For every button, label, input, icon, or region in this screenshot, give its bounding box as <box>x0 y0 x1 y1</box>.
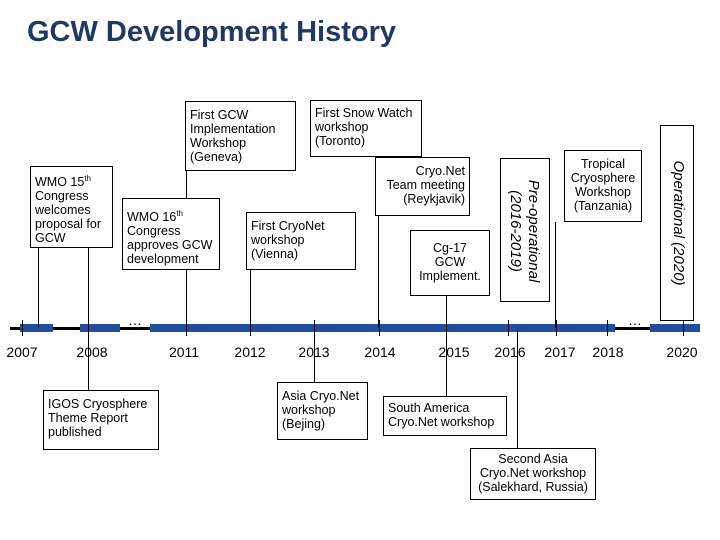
timeline-segment-main <box>150 324 615 332</box>
event-text: GCW <box>35 231 66 246</box>
event-text: Workshop <box>190 136 247 150</box>
event-text: Second Asia <box>498 452 568 466</box>
event-text: Tropical <box>581 157 625 171</box>
connector-line <box>314 330 315 382</box>
connector-line <box>517 330 518 448</box>
timeline-segment-2007 <box>20 324 53 332</box>
event-text: (Bejing) <box>282 417 326 431</box>
event-text: (Vienna) <box>251 247 299 261</box>
tick-2013 <box>314 320 315 336</box>
year-label: 2018 <box>592 344 624 360</box>
timeline-gap-ellipsis: … <box>628 312 642 328</box>
event-text: Theme Report <box>48 411 128 425</box>
tick-2008 <box>88 320 89 336</box>
timeline-segment-2008 <box>80 324 120 332</box>
phase-operational: Operational (2020) <box>660 125 694 321</box>
tick-2018 <box>607 320 608 336</box>
connector-line <box>250 268 251 328</box>
event-text: Team meeting <box>386 178 465 192</box>
connector-line <box>446 296 447 328</box>
event-first-cryonet-vienna: First CryoNet workshop (Vienna) <box>246 212 356 270</box>
event-tropical-cryosphere: Tropical Cryosphere Workshop (Tanzania) <box>564 150 642 222</box>
event-second-asia-cryonet: Second Asia Cryo.Net workshop (Salekhard… <box>470 448 596 500</box>
event-text: GCW <box>434 255 466 269</box>
phase-text: (2016-2019) <box>507 190 524 272</box>
event-first-snow-watch: First Snow Watch workshop (Toronto) <box>310 100 422 157</box>
tick-2017 <box>556 320 557 336</box>
year-label: 2017 <box>544 344 576 360</box>
event-text: South America <box>388 401 470 415</box>
connector-line <box>88 330 89 390</box>
page-title: GCW Development History <box>27 16 396 48</box>
event-text: proposal for <box>35 217 102 232</box>
year-label: 2016 <box>494 344 526 360</box>
event-text: (Reykjavik) <box>403 192 465 206</box>
event-text: welcomes <box>35 203 91 218</box>
phase-text: Pre-operational <box>525 179 542 283</box>
year-label: 2012 <box>234 344 266 360</box>
event-text-superscript: th <box>176 209 183 218</box>
year-label: 2015 <box>438 344 470 360</box>
event-text: Implement. <box>419 269 481 283</box>
event-text: workshop <box>282 403 336 417</box>
event-text: Cryo.Net workshop <box>479 466 587 480</box>
event-wmo15-congress: WMO 15th Congress welcomes proposal for … <box>30 166 113 248</box>
connector-line <box>555 222 556 328</box>
event-cryonet-reykjavik: Cryo.Net Team meeting (Reykjavik) <box>375 157 470 216</box>
year-label: 2020 <box>666 344 698 360</box>
year-label: 2014 <box>364 344 396 360</box>
event-text-superscript: th <box>84 174 91 183</box>
event-text: Cryosphere <box>570 171 636 185</box>
phase-operational-label: Operational (2020) <box>670 160 687 286</box>
event-asia-cryonet: Asia Cryo.Net workshop (Bejing) <box>277 382 368 440</box>
event-text: published <box>48 425 102 439</box>
timeline-segment-2020 <box>650 324 700 332</box>
event-text: Congress <box>35 189 89 204</box>
event-text: IGOS Cryosphere <box>48 397 148 411</box>
connector-line <box>88 247 89 327</box>
connector-line <box>378 216 379 328</box>
event-text: (Salekhard, Russia) <box>478 480 588 494</box>
event-text: workshop <box>251 233 305 247</box>
timeline-gap-ellipsis: … <box>128 312 142 328</box>
connector-line <box>446 330 447 396</box>
event-text: Workshop <box>574 185 632 199</box>
year-label: 2007 <box>6 344 38 360</box>
event-text: (Tanzania) <box>573 199 633 213</box>
year-label: 2011 <box>168 344 200 360</box>
event-text: WMO 16 <box>127 210 177 225</box>
tick-2016 <box>508 320 509 336</box>
event-first-gcw-implementation: First GCW Implementation Workshop (Genev… <box>185 101 296 171</box>
event-text: approves GCW <box>127 238 213 253</box>
event-south-america-cryonet: South America Cryo.Net workshop <box>383 396 507 436</box>
event-text: workshop <box>315 120 369 134</box>
event-wmo16-congress: WMO 16th Congress approves GCW developme… <box>122 198 220 270</box>
phase-pre-operational: Pre-operational (2016-2019) <box>500 158 550 302</box>
event-text: Cg-17 <box>432 241 468 255</box>
tick-2020 <box>683 320 684 336</box>
event-text: Implementation <box>190 122 276 136</box>
tick-2014 <box>379 320 380 336</box>
event-text: First Snow Watch <box>315 106 413 120</box>
event-text: (Toronto) <box>315 134 366 148</box>
year-label: 2008 <box>76 344 108 360</box>
tick-2007 <box>22 320 23 336</box>
event-text: development <box>127 252 199 267</box>
event-text: First CryoNet <box>251 219 325 233</box>
event-text: WMO 15 <box>35 175 85 190</box>
event-text: First GCW <box>190 108 249 122</box>
event-text: Cryo.Net workshop <box>388 415 495 429</box>
event-text: Congress <box>127 224 181 239</box>
event-igos-report: IGOS Cryosphere Theme Report published <box>43 390 159 450</box>
tick-2012 <box>250 320 251 336</box>
tick-2011 <box>186 320 187 336</box>
event-text: Asia Cryo.Net <box>282 389 360 403</box>
tick-2015 <box>446 320 447 336</box>
phase-pre-operational-label: Pre-operational (2016-2019) <box>507 159 542 303</box>
event-cg17-implementation: Cg-17 GCW Implement. <box>410 230 490 296</box>
event-text: Cryo.Net <box>415 164 465 178</box>
connector-line <box>38 248 39 328</box>
event-text: (Geneva) <box>190 150 243 164</box>
